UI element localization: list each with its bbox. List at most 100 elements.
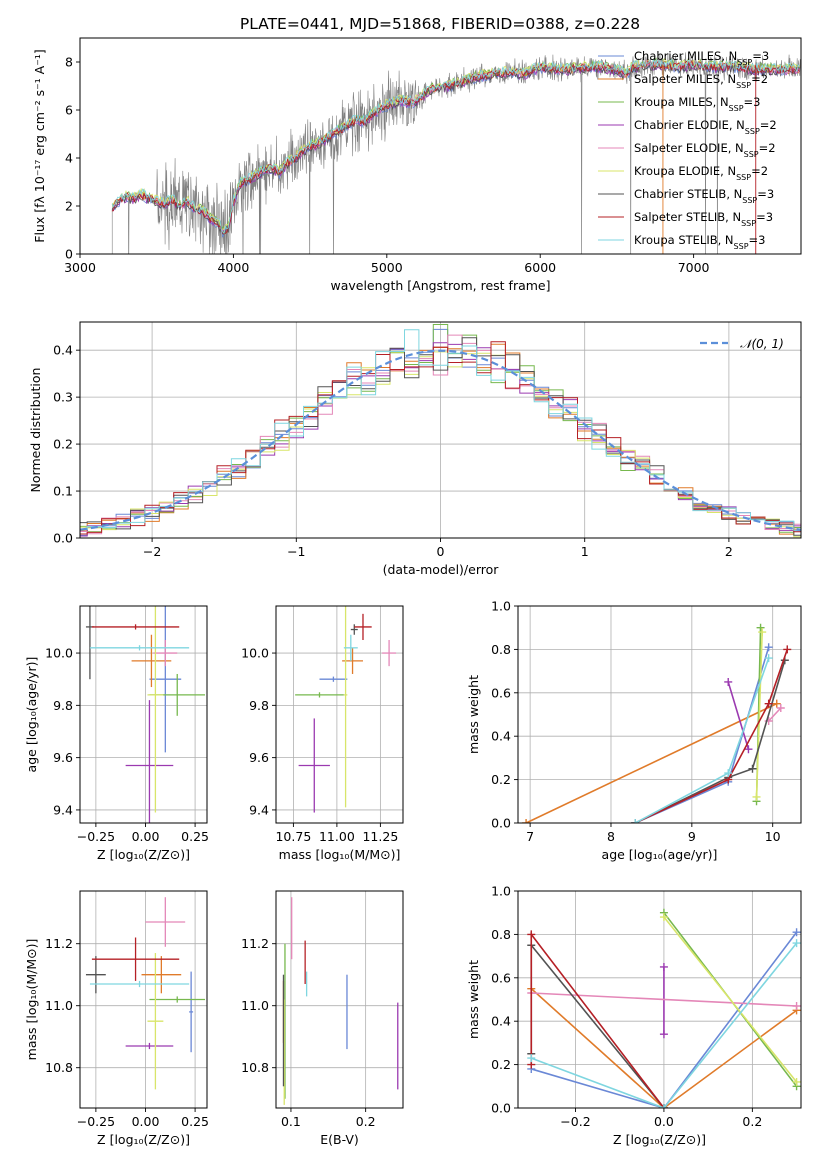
histogram-step xyxy=(80,342,801,537)
x-tick-label: 1 xyxy=(581,544,589,559)
weight-marker xyxy=(764,654,773,663)
y-axis-label: mass weight xyxy=(466,675,481,754)
x-tick-label: 8 xyxy=(607,829,615,844)
y-tick-label: 0.2 xyxy=(491,1057,511,1072)
weight-marker xyxy=(724,769,733,778)
weight-marker xyxy=(631,819,640,823)
weight-marker xyxy=(527,1054,536,1063)
y-tick-label: 0.8 xyxy=(491,642,511,657)
weight-vs-age-panel: 7 8 9 10 0.0 0.2 0.4 0.6 0.8 1.0 age [log₁₀(age/yr… xyxy=(466,599,802,862)
weight-marker xyxy=(527,930,536,939)
axes-frame: −0.2 0.0 0.2 0.0 0.2 0.4 0.6 0.8 1.0 Z [log₁₀(Z/Z… xyxy=(466,884,802,1147)
x-tick-label: 3000 xyxy=(64,260,96,275)
y-tick-label: 9.4 xyxy=(249,802,269,817)
y-tick-label: 10.8 xyxy=(45,1060,73,1075)
y-tick-label: 11.2 xyxy=(241,936,269,951)
x-tick-label: 0.0 xyxy=(654,1114,674,1129)
legend-label: Chabrier STELIB, NSSP=3 xyxy=(634,187,774,205)
legend-label: Salpeter STELIB, NSSP=3 xyxy=(634,210,773,228)
x-axis-label: Z [log₁₀(Z/Z⊙)] xyxy=(613,1132,706,1147)
x-axis-label: wavelength [Angstrom, rest frame] xyxy=(330,278,550,293)
axes-frame: −2 −1 0 1 2 0.0 0.1 0.2 0.3 0.4 (data-model)/error… xyxy=(28,321,802,577)
legend-label: Chabrier MILES, NSSP=3 xyxy=(634,49,769,67)
weight-marker xyxy=(748,764,757,773)
x-tick-label: 7000 xyxy=(678,260,710,275)
axes-border xyxy=(517,890,802,1109)
y-tick-label: 6 xyxy=(65,103,73,118)
y-tick-label: 9.6 xyxy=(249,750,269,765)
axes-border xyxy=(79,890,208,1109)
x-axis-label: (data-model)/error xyxy=(383,562,500,577)
x-tick-label: −1 xyxy=(287,544,305,559)
axes-border xyxy=(79,605,208,824)
weight-marker xyxy=(659,913,668,922)
x-tick-label: 4000 xyxy=(217,260,249,275)
legend-label: 𝒩(0, 1) xyxy=(740,337,784,351)
y-tick-label: 9.8 xyxy=(53,698,73,713)
legend-label: Kroupa STELIB, NSSP=3 xyxy=(634,233,765,251)
legend-label: Salpeter ELODIE, NSSP=2 xyxy=(634,141,776,159)
plot-area xyxy=(80,324,801,538)
weight-marker xyxy=(758,628,767,637)
weight-marker xyxy=(659,1030,668,1039)
weight-marker xyxy=(776,703,785,712)
weight-marker xyxy=(522,819,531,823)
axes-frame: 10.75 11.00 11.25 9.4 9.6 9.8 10.0 mass [log₁₀(… xyxy=(241,605,404,862)
weight-vs-metallicity-panel: −0.2 0.0 0.2 0.0 0.2 0.4 0.6 0.8 1.0 Z [log₁₀(Z/Z… xyxy=(466,884,802,1147)
age-vs-metallicity-panel: −0.25 0.00 0.25 9.4 9.6 9.8 10.0 Z [log₁₀(Z/Z⊙)… xyxy=(24,605,209,862)
y-tick-label: 0.8 xyxy=(491,927,511,942)
x-axis-label: age [log₁₀(age/yr)] xyxy=(602,847,718,862)
x-axis-label: Z [log₁₀(Z/Z⊙)] xyxy=(97,847,190,862)
x-tick-label: −0.25 xyxy=(77,1114,115,1129)
spectrum-panel: 3000 4000 5000 6000 7000 0 2 4 6 8 wavelength [Ang… xyxy=(32,37,802,293)
x-tick-label: −0.2 xyxy=(560,1114,590,1129)
axes-frame: 0.1 0.2 10.8 11.0 11.2 E(B-V) xyxy=(241,890,404,1147)
residual-histogram-panel: −2 −1 0 1 2 0.0 0.1 0.2 0.3 0.4 (data-model)/error… xyxy=(28,321,802,577)
weight-marker xyxy=(792,939,801,948)
x-tick-label: 0.25 xyxy=(181,829,209,844)
y-tick-label: 2 xyxy=(65,199,73,214)
x-tick-label: 7 xyxy=(526,829,534,844)
y-tick-label: 0.4 xyxy=(53,343,73,358)
y-tick-label: 11.2 xyxy=(45,936,73,951)
x-tick-label: 0.2 xyxy=(742,1114,762,1129)
age-vs-mass-panel: 10.75 11.00 11.25 9.4 9.6 9.8 10.0 mass [log₁₀(… xyxy=(241,605,404,862)
y-tick-label: 10.0 xyxy=(45,646,73,661)
weight-line xyxy=(634,649,789,823)
y-tick-label: 0.6 xyxy=(491,685,511,700)
weight-line xyxy=(531,992,797,1007)
weight-marker xyxy=(772,699,781,708)
y-axis-label: mass [log₁₀(M/M⊙)] xyxy=(24,939,39,1061)
x-tick-label: −0.25 xyxy=(77,829,115,844)
y-tick-label: 0.4 xyxy=(491,1014,511,1029)
weight-marker xyxy=(659,1104,668,1108)
plot-area xyxy=(522,623,792,823)
x-tick-label: 2 xyxy=(725,544,733,559)
x-tick-label: 0.2 xyxy=(356,1114,376,1129)
x-tick-label: 0.00 xyxy=(132,829,160,844)
x-tick-label: 11.00 xyxy=(319,829,355,844)
histogram-legend: 𝒩(0, 1) xyxy=(700,337,784,351)
y-tick-label: 4 xyxy=(65,151,73,166)
weight-marker xyxy=(744,745,753,754)
legend-label: Salpeter MILES, NSSP=2 xyxy=(634,72,768,90)
y-tick-label: 0.4 xyxy=(491,729,511,744)
model-spectrum xyxy=(111,58,801,235)
histogram-step xyxy=(80,351,801,538)
y-axis-label: Normed distribution xyxy=(28,368,43,493)
legend-label: Kroupa ELODIE, NSSP=2 xyxy=(634,164,768,182)
weight-marker xyxy=(756,623,765,632)
x-tick-label: −2 xyxy=(143,544,161,559)
weight-marker xyxy=(792,928,801,937)
axes-border xyxy=(275,890,404,1109)
weight-marker xyxy=(659,962,668,971)
y-tick-label: 0.1 xyxy=(53,484,73,499)
y-tick-label: 11.0 xyxy=(241,998,269,1013)
y-tick-label: 0.0 xyxy=(491,816,511,831)
y-tick-label: 9.4 xyxy=(53,802,73,817)
mass-vs-ebv-panel: 0.1 0.2 10.8 11.0 11.2 E(B-V) xyxy=(241,890,404,1147)
plot-area xyxy=(111,52,801,254)
y-tick-label: 11.0 xyxy=(45,998,73,1013)
y-tick-label: 9.6 xyxy=(53,750,73,765)
spectrum-title: PLATE=0441, MJD=51868, FIBERID=0388, z=0… xyxy=(240,15,640,33)
